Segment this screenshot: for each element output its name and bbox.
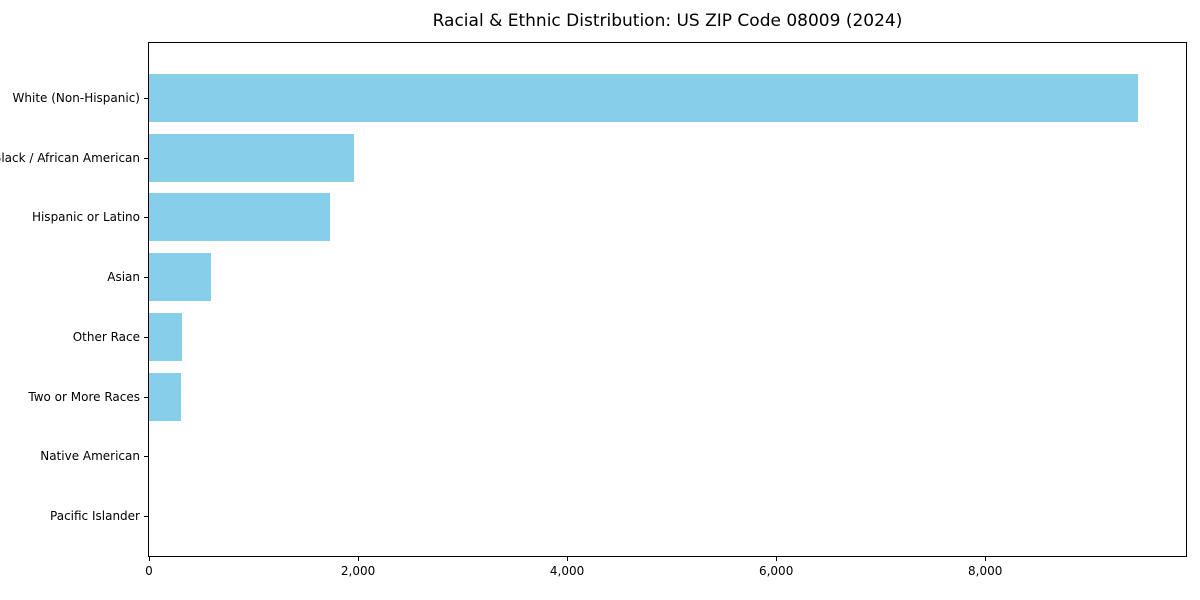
x-axis-tick-4,000: [567, 557, 569, 561]
x-axis-tick-label-4,000: 4,000: [549, 564, 585, 578]
bar-other-race: [149, 312, 182, 361]
x-axis-tick-label-8,000: 8,000: [968, 564, 1003, 578]
x-axis-tick-8,000: [985, 557, 987, 561]
y-axis-label-black-african-american: Black / African American: [0, 150, 140, 165]
y-axis-label-white-non-hispanic: White (Non-Hispanic): [12, 91, 140, 105]
y-axis-tick-hispanic-or-latino: [144, 217, 148, 219]
x-axis-tick-label-6,000: 6,000: [758, 564, 794, 578]
y-axis-tick-native-american: [144, 456, 148, 458]
y-axis-label-pacific-islander: Pacific Islander: [50, 508, 140, 523]
y-axis-label-asian: Asian: [107, 270, 140, 285]
y-axis-tick-white-non-hispanic: [144, 98, 148, 99]
plot-area: White (Non-Hispanic) Black / African Amer…: [0, 42, 1187, 578]
y-axis-label-two-or-more-races: Two or More Races: [28, 389, 140, 404]
chart-title: Racial & Ethnic Distribution: US ZIP Cod…: [432, 11, 903, 31]
y-axis-label-native-american: Native American: [40, 449, 140, 464]
x-axis-tick-0: [149, 557, 150, 561]
y-axis-tick-black-african-american: [144, 157, 148, 159]
y-axis-tick-pacific-islander: [144, 515, 148, 517]
y-axis-tick-other-race: [144, 336, 148, 338]
bar-hispanic-or-latino: [149, 193, 331, 242]
y-axis-tick-two-or-more-races: [144, 396, 148, 398]
bar-white-non-hispanic: [149, 74, 1138, 122]
y-axis-tick-asian: [144, 277, 148, 279]
y-axis-label-other-race: Other Race: [72, 329, 140, 344]
x-axis-tick-6,000: [776, 557, 778, 561]
x-axis-tick-label-0: 0: [145, 564, 153, 578]
y-axis-label-hispanic-or-latino: Hispanic or Latino: [31, 210, 140, 225]
bar-two-or-more-races: [149, 372, 181, 421]
bar-asian: [149, 253, 212, 302]
x-axis-tick-2,000: [358, 557, 360, 561]
x-axis-tick-label-2,000: 2,000: [340, 564, 376, 578]
bar-black-african-american: [149, 133, 355, 182]
